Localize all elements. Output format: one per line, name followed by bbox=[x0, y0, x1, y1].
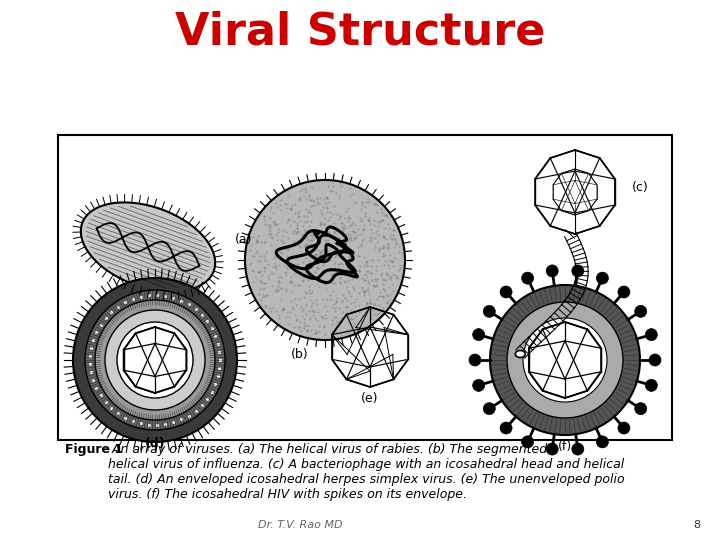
Circle shape bbox=[500, 422, 512, 434]
Circle shape bbox=[507, 302, 623, 418]
Circle shape bbox=[635, 403, 647, 415]
Circle shape bbox=[649, 354, 661, 366]
Circle shape bbox=[645, 329, 657, 341]
Text: (b): (b) bbox=[291, 348, 309, 361]
Bar bbox=[58, 135, 672, 440]
Text: (c): (c) bbox=[632, 181, 649, 194]
Text: Viral Structure: Viral Structure bbox=[175, 10, 545, 53]
Circle shape bbox=[618, 422, 630, 434]
Text: (a): (a) bbox=[235, 233, 253, 246]
Text: (d): (d) bbox=[145, 437, 166, 450]
Ellipse shape bbox=[516, 350, 526, 357]
Circle shape bbox=[483, 305, 495, 318]
Circle shape bbox=[521, 272, 534, 284]
Circle shape bbox=[523, 318, 607, 402]
Circle shape bbox=[117, 322, 193, 398]
Circle shape bbox=[472, 380, 485, 392]
Text: An array of viruses. (a) The helical virus of rabies. (b) The segmented
helical : An array of viruses. (a) The helical vir… bbox=[108, 443, 625, 501]
Circle shape bbox=[572, 443, 584, 455]
Circle shape bbox=[635, 305, 647, 318]
Circle shape bbox=[245, 180, 405, 340]
Circle shape bbox=[596, 436, 608, 448]
Circle shape bbox=[85, 290, 225, 430]
Circle shape bbox=[490, 285, 640, 435]
Circle shape bbox=[469, 354, 481, 366]
Circle shape bbox=[472, 329, 485, 341]
Text: 8: 8 bbox=[693, 520, 700, 530]
Text: Dr. T.V. Rao MD: Dr. T.V. Rao MD bbox=[258, 520, 342, 530]
Circle shape bbox=[546, 265, 558, 277]
Circle shape bbox=[483, 403, 495, 415]
Text: (e): (e) bbox=[361, 392, 379, 405]
Circle shape bbox=[618, 286, 630, 298]
Circle shape bbox=[95, 300, 215, 420]
Circle shape bbox=[546, 443, 558, 455]
Text: Figure 1: Figure 1 bbox=[65, 443, 123, 456]
Text: (f): (f) bbox=[558, 440, 572, 453]
Circle shape bbox=[645, 380, 657, 392]
Circle shape bbox=[105, 310, 205, 410]
Circle shape bbox=[572, 265, 584, 277]
Circle shape bbox=[596, 272, 608, 284]
Ellipse shape bbox=[81, 202, 215, 292]
Circle shape bbox=[73, 278, 237, 442]
Circle shape bbox=[500, 286, 512, 298]
Circle shape bbox=[521, 436, 534, 448]
